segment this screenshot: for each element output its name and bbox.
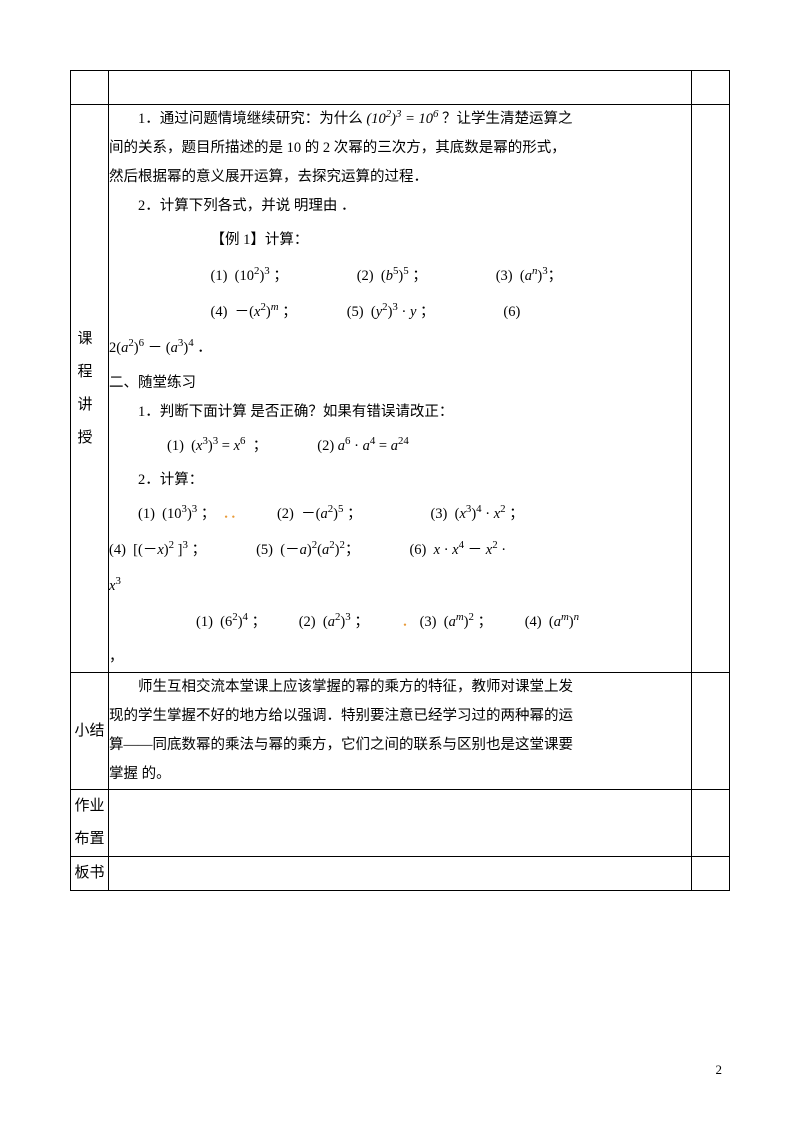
homework-right-cell bbox=[692, 790, 730, 857]
board-label-cell: 板书 bbox=[71, 857, 109, 891]
empty-label-cell bbox=[71, 71, 109, 105]
section2-title: 二、随堂练习 bbox=[109, 369, 691, 398]
ex1-title: 【例 1】计算： bbox=[109, 225, 691, 257]
board-right-cell bbox=[692, 857, 730, 891]
summary-content-cell: 师生互相交流本堂课上应该掌握的幂的乘方的特征，教师对课堂上发 现的学生掌握不好的… bbox=[109, 673, 692, 790]
homework-label-cell: 作业布置 bbox=[71, 790, 109, 857]
lec-p1a: 1．通过问题情境继续研究：为什么 bbox=[138, 111, 363, 127]
ex1-2: (2) (b5)5 ； bbox=[357, 268, 427, 284]
summary-right-cell bbox=[692, 673, 730, 790]
empty-content-cell bbox=[109, 71, 692, 105]
lec-p1formula: (102)3 = 106 bbox=[366, 111, 438, 127]
s2-3-3: (3) (am)2 ； bbox=[420, 614, 493, 630]
ex1-row1: (1) (102)3 ； (2) (b5)5 ； (3) (an)3； bbox=[109, 261, 691, 293]
s2-3-1: (1) (62)4 ； bbox=[196, 614, 266, 630]
lec-p4: 2．计算下列各式，并说 明理由 ． bbox=[109, 192, 691, 221]
lecture-content-cell: 1．通过问题情境继续研究：为什么 (102)3 = 106 ？让学生清楚运算之 … bbox=[109, 105, 692, 673]
s2-2-row2b: x3 bbox=[109, 571, 691, 603]
ex1-6: (6) bbox=[503, 304, 520, 320]
s2-3-2: (2) (a2)3 ； bbox=[299, 614, 369, 630]
s2-2-2: (2) －(a2)5 ； bbox=[277, 506, 362, 522]
s2-3-4: (4) (am)n bbox=[525, 614, 579, 630]
s2-1-2: (2) a6 · a4 = a24 bbox=[317, 438, 409, 454]
s2-2-5: (5) (－a)2(a2)2； bbox=[256, 542, 359, 558]
lesson-table: 课程讲授 1．通过问题情境继续研究：为什么 (102)3 = 106 ？让学生清… bbox=[70, 70, 730, 891]
lecture-right-cell bbox=[692, 105, 730, 673]
s2-2-4: (4) [(－x)2 ]3 ； bbox=[109, 542, 206, 558]
s2-1-row: (1) (x3)3 = x6 ； (2) a6 · a4 = a24 bbox=[109, 431, 691, 463]
ex1-1: (1) (102)3 ； bbox=[211, 268, 288, 284]
s2-2: 2．计算： bbox=[109, 466, 691, 495]
homework-content-cell bbox=[109, 790, 692, 857]
ex1-row2: (4) －(x2)m ； (5) (y2)3 · y ； (6) bbox=[109, 297, 691, 329]
board-label: 板书 bbox=[71, 857, 108, 890]
lecture-label-cell: 课程讲授 bbox=[71, 105, 109, 673]
sum-p3: 算——同底数幂的乘法与幂的乘方，它们之间的联系与区别也是这堂课要 bbox=[109, 731, 691, 760]
board-content-cell bbox=[109, 857, 692, 891]
summary-label: 小结 bbox=[71, 715, 108, 748]
ex1-4: (4) －(x2)m ； bbox=[211, 304, 297, 320]
lec-p2: 间的关系，题目所描述的是 10 的 2 次幂的三次方，其底数是幂的形式， bbox=[109, 134, 691, 163]
s2-2-row2: (4) [(－x)2 ]3 ； (5) (－a)2(a2)2； (6) x · … bbox=[109, 535, 691, 567]
ex1-6b: 2(a2)6 － (a3)4 ． bbox=[109, 340, 212, 356]
homework-label: 作业布置 bbox=[71, 790, 108, 856]
s2-1: 1．判断下面计算 是否正确？如果有错误请改正： bbox=[109, 398, 691, 427]
sum-p4: 掌握 的。 bbox=[109, 760, 691, 789]
empty-right-cell bbox=[692, 71, 730, 105]
sum-p1: 师生互相交流本堂课上应该掌握的幂的乘方的特征，教师对课堂上发 bbox=[109, 673, 691, 702]
s2-3-row: (1) (62)4 ； (2) (a2)3 ； ． (3) (am)2 ； (4… bbox=[109, 607, 691, 639]
lec-p1: 1．通过问题情境继续研究：为什么 (102)3 = 106 ？让学生清楚运算之 bbox=[109, 105, 691, 134]
summary-label-cell: 小结 bbox=[71, 673, 109, 790]
sum-p2: 现的学生掌握不好的地方给以强调．特别要注意已经学习过的两种幂的运 bbox=[109, 702, 691, 731]
ex1-5: (5) (y2)3 · y ； bbox=[347, 304, 435, 320]
orange-dots: ．． bbox=[223, 506, 245, 522]
lecture-label: 课程讲授 bbox=[71, 323, 108, 455]
s2-2-6b: x3 bbox=[109, 578, 121, 594]
lec-p3: 然后根据幂的意义展开运算，去探究运算的过程． bbox=[109, 163, 691, 192]
s2-3-dot: ． bbox=[401, 614, 416, 630]
page-number: 2 bbox=[716, 1062, 723, 1078]
lec-tail: ， bbox=[109, 643, 691, 672]
s2-1-1: (1) (x3)3 = x6 ； bbox=[167, 438, 267, 454]
s2-2-6: (6) x · x4 － x2 · bbox=[409, 542, 506, 558]
ex1-row3: 2(a2)6 － (a3)4 ． bbox=[109, 333, 691, 365]
s2-2-1: (1) (103)3 ； ．． bbox=[138, 506, 244, 522]
s2-2-3: (3) (x3)4 · x2 ； bbox=[430, 506, 523, 522]
lec-p1b: ？让学生清楚运算之 bbox=[442, 111, 573, 127]
s2-2-row1: (1) (103)3 ； ．． (2) －(a2)5 ； (3) (x3)4 ·… bbox=[109, 499, 691, 531]
ex1-3: (3) (an)3； bbox=[496, 268, 562, 284]
